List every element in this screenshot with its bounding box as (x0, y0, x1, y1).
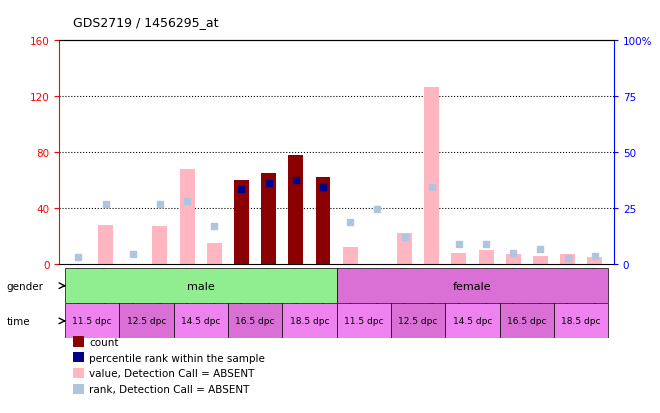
Bar (180, 169, 195, 264)
Bar (174, 304, 228, 339)
Bar (228, 304, 282, 339)
Text: 11.5 dpc: 11.5 dpc (344, 317, 383, 325)
Bar (554, 304, 609, 339)
Text: 16.5 dpc: 16.5 dpc (236, 317, 275, 325)
Bar (424, 87, 439, 264)
Bar (506, 254, 521, 264)
Bar (337, 268, 609, 304)
Text: GDS2719 / 1456295_at: GDS2719 / 1456295_at (73, 16, 218, 29)
Bar (560, 254, 575, 264)
Bar (337, 304, 391, 339)
Bar (446, 304, 500, 339)
Text: male: male (187, 281, 214, 291)
Bar (152, 227, 168, 264)
Bar (500, 304, 554, 339)
Text: gender: gender (7, 281, 44, 291)
Text: 12.5 dpc: 12.5 dpc (127, 317, 166, 325)
Bar (98, 225, 113, 264)
Bar (478, 250, 494, 264)
Text: value, Detection Call = ABSENT: value, Detection Call = ABSENT (89, 368, 255, 378)
Text: 14.5 dpc: 14.5 dpc (181, 317, 220, 325)
Text: rank, Detection Call = ABSENT: rank, Detection Call = ABSENT (89, 384, 249, 394)
Bar (343, 247, 358, 264)
Text: 14.5 dpc: 14.5 dpc (453, 317, 492, 325)
Text: 11.5 dpc: 11.5 dpc (72, 317, 112, 325)
Text: 18.5 dpc: 18.5 dpc (290, 317, 329, 325)
Text: 16.5 dpc: 16.5 dpc (507, 317, 546, 325)
Bar (315, 178, 331, 264)
Bar (282, 304, 337, 339)
Text: 18.5 dpc: 18.5 dpc (562, 317, 601, 325)
Text: female: female (453, 281, 492, 291)
Bar (391, 304, 446, 339)
Bar (207, 243, 222, 264)
Bar (65, 304, 119, 339)
Bar (119, 304, 174, 339)
Bar (234, 180, 249, 264)
Bar (261, 174, 276, 264)
Bar (533, 256, 548, 264)
Text: count: count (89, 337, 119, 347)
Text: 12.5 dpc: 12.5 dpc (399, 317, 438, 325)
Bar (451, 253, 467, 264)
Bar (587, 257, 603, 264)
Bar (397, 234, 412, 264)
Bar (288, 156, 304, 264)
Bar (65, 268, 337, 304)
Text: percentile rank within the sample: percentile rank within the sample (89, 353, 265, 363)
Text: time: time (7, 316, 30, 326)
